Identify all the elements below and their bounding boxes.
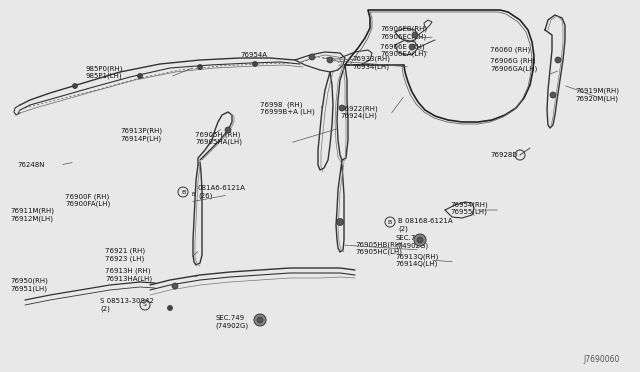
Text: 76928D: 76928D <box>490 152 518 158</box>
Text: 76060 (RH): 76060 (RH) <box>490 47 531 53</box>
Text: SEC.749
(74902G): SEC.749 (74902G) <box>215 315 248 329</box>
Circle shape <box>254 314 266 326</box>
Circle shape <box>417 237 423 243</box>
Text: 76998  (RH)
76999B+A (LH): 76998 (RH) 76999B+A (LH) <box>260 101 315 115</box>
Text: 76906G (RH)
76906GA(LH): 76906G (RH) 76906GA(LH) <box>490 58 537 72</box>
Text: 76954A: 76954A <box>240 52 267 58</box>
Circle shape <box>257 317 263 323</box>
Text: S: S <box>143 302 147 308</box>
Text: 081A6-6121A
(26): 081A6-6121A (26) <box>198 185 246 199</box>
Text: B: B <box>181 189 185 195</box>
Text: 76905H (RH)
76905HA(LH): 76905H (RH) 76905HA(LH) <box>195 131 242 145</box>
Text: B 08168-6121A
(2): B 08168-6121A (2) <box>398 218 452 232</box>
Circle shape <box>555 57 561 63</box>
Text: J7690060: J7690060 <box>584 356 620 365</box>
Circle shape <box>337 218 344 225</box>
Circle shape <box>198 64 202 70</box>
Circle shape <box>72 83 77 89</box>
Circle shape <box>339 105 345 111</box>
Text: 76913P(RH)
76914P(LH): 76913P(RH) 76914P(LH) <box>120 128 162 142</box>
Text: 76248N: 76248N <box>17 162 45 168</box>
Circle shape <box>138 74 143 78</box>
Circle shape <box>327 57 333 63</box>
Text: 76933(RH)
76934(LH): 76933(RH) 76934(LH) <box>352 56 390 70</box>
Text: S 08513-30842
(2): S 08513-30842 (2) <box>100 298 154 312</box>
Text: 76913H (RH)
76913HA(LH): 76913H (RH) 76913HA(LH) <box>105 268 152 282</box>
Circle shape <box>412 32 418 38</box>
Text: 76906EB(RH)
76906EC(LH): 76906EB(RH) 76906EC(LH) <box>380 26 427 40</box>
Circle shape <box>225 127 231 133</box>
Circle shape <box>172 283 178 289</box>
Text: 76913Q(RH)
76914Q(LH): 76913Q(RH) 76914Q(LH) <box>395 253 438 267</box>
Text: B: B <box>388 219 392 224</box>
Circle shape <box>409 44 415 50</box>
Circle shape <box>550 92 556 98</box>
Text: 76921 (RH)
76923 (LH): 76921 (RH) 76923 (LH) <box>105 248 145 262</box>
Text: 76919M(RH)
76920M(LH): 76919M(RH) 76920M(LH) <box>575 88 619 102</box>
Circle shape <box>414 234 426 246</box>
Circle shape <box>168 305 173 311</box>
Circle shape <box>309 54 315 60</box>
Text: 76922(RH)
76924(LH): 76922(RH) 76924(LH) <box>340 105 378 119</box>
Text: SEC.749
(74902G): SEC.749 (74902G) <box>395 235 428 249</box>
Text: 76911M(RH)
76912M(LH): 76911M(RH) 76912M(LH) <box>10 208 54 222</box>
Text: 76905HB(RH)
76905HC(LH): 76905HB(RH) 76905HC(LH) <box>355 241 403 255</box>
Text: B: B <box>191 192 195 198</box>
Text: 76954(RH)
76955(LH): 76954(RH) 76955(LH) <box>450 201 488 215</box>
Text: 985P0(RH)
985P1(LH): 985P0(RH) 985P1(LH) <box>85 65 122 79</box>
Circle shape <box>253 61 257 67</box>
Text: 76900F (RH)
76900FA(LH): 76900F (RH) 76900FA(LH) <box>65 193 110 207</box>
Text: 76950(RH)
76951(LH): 76950(RH) 76951(LH) <box>10 278 48 292</box>
Text: 76906E (RH)
76906EA(LH): 76906E (RH) 76906EA(LH) <box>380 43 426 57</box>
